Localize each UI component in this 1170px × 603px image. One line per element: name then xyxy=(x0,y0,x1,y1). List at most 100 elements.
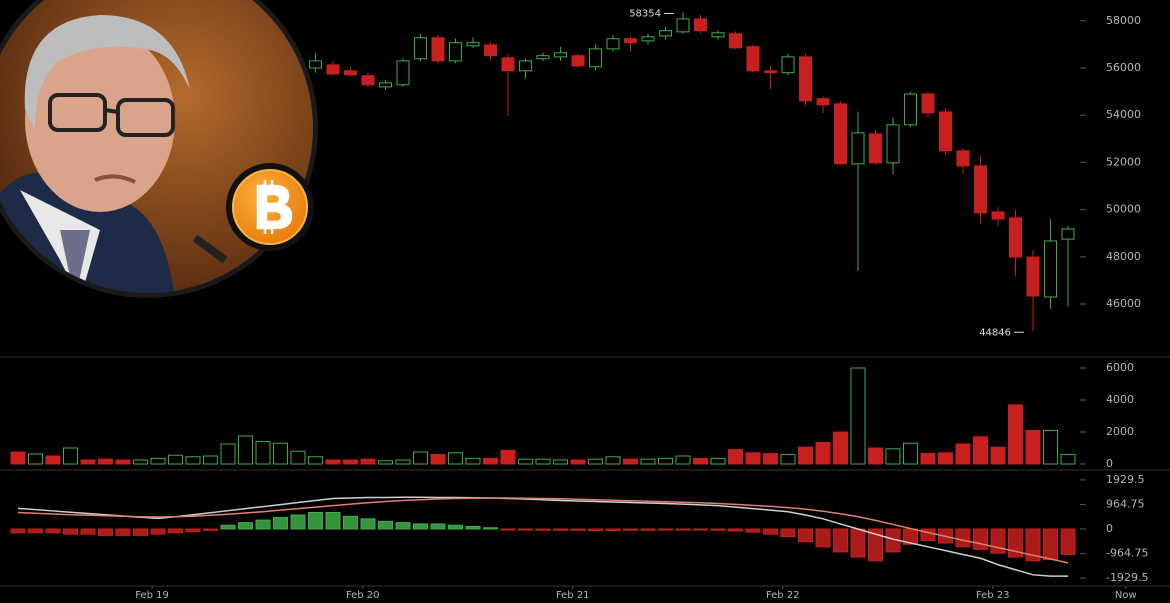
volume-bar xyxy=(710,457,726,465)
macd-histogram-bar xyxy=(868,528,883,562)
macd-histogram-bar xyxy=(290,514,306,530)
macd-histogram-bar xyxy=(80,528,96,535)
macd-histogram-bar xyxy=(675,528,691,531)
macd-histogram-bar xyxy=(745,528,761,533)
candle-body xyxy=(974,165,987,214)
y-tick-label: 1929.5 xyxy=(1106,473,1145,486)
volume-bar xyxy=(605,456,621,465)
volume-bar xyxy=(763,453,778,465)
volume-bar xyxy=(518,458,533,465)
volume-bar xyxy=(80,459,96,465)
candle-body xyxy=(904,93,917,126)
candle-body xyxy=(344,70,357,76)
volume-bar xyxy=(28,453,43,465)
candle-body xyxy=(571,55,585,67)
volume-bar xyxy=(675,455,691,465)
candle-body xyxy=(816,98,830,106)
candle-body xyxy=(1026,256,1040,297)
volume-bar xyxy=(325,459,341,465)
macd-histogram-bar xyxy=(1043,528,1058,561)
macd-line xyxy=(17,497,1069,564)
candle-body xyxy=(851,132,865,165)
macd-histogram-bar xyxy=(710,528,726,531)
mouth xyxy=(94,174,136,184)
macd-histogram-bar xyxy=(763,528,778,535)
candle-body xyxy=(466,42,480,47)
candle-body xyxy=(869,133,882,164)
volume-bar xyxy=(798,446,813,465)
x-tick-label: Feb 19 xyxy=(135,590,169,601)
candle-body xyxy=(781,56,795,74)
volume-bar xyxy=(63,447,78,465)
candle-body xyxy=(554,52,567,58)
macd-histogram-bar xyxy=(570,528,586,531)
macd-histogram-bar xyxy=(343,515,358,530)
y-tick-label: 2000 xyxy=(1106,425,1134,438)
macd-histogram-bar xyxy=(220,524,236,530)
y-tick-label: 48000 xyxy=(1106,250,1141,263)
bitcoin-symbol xyxy=(256,180,293,234)
candle-body xyxy=(361,75,375,86)
volume-bar xyxy=(1025,429,1041,465)
volume-bar xyxy=(220,443,236,465)
hair xyxy=(24,15,190,130)
macd-histogram-bar xyxy=(483,527,498,530)
volume-bar xyxy=(903,442,918,465)
macd-histogram-bar xyxy=(133,528,148,536)
y-tick-label: 46000 xyxy=(1106,297,1141,310)
y-tick-label: 52000 xyxy=(1106,155,1141,168)
macd-histogram-bar xyxy=(465,525,481,530)
volume-bar xyxy=(115,459,131,465)
y-tick-label: 964.75 xyxy=(1106,497,1145,510)
volume-bar xyxy=(343,459,358,465)
volume-bar xyxy=(938,452,953,465)
macd-histogram-bar xyxy=(518,528,533,531)
macd-histogram-bar xyxy=(150,528,166,535)
volume-bar xyxy=(588,458,603,465)
volume-bar xyxy=(10,451,26,465)
volume-bar xyxy=(640,458,656,465)
volume-bar xyxy=(395,459,411,465)
macd-line xyxy=(17,496,1068,577)
macd-histogram-bar xyxy=(98,528,113,536)
volume-bar xyxy=(308,456,323,465)
y-tick-label: 0 xyxy=(1106,522,1113,535)
candle-body xyxy=(501,57,515,72)
macd-histogram-bar xyxy=(63,528,78,535)
macd-histogram-bar xyxy=(238,522,253,530)
macd-histogram-bar xyxy=(973,528,988,550)
volume-bar xyxy=(273,442,288,465)
max-annotation: 58354 xyxy=(629,8,661,19)
y-tick-label: 56000 xyxy=(1106,61,1141,74)
candle-body xyxy=(379,82,392,88)
macd-histogram-bar xyxy=(955,528,971,548)
candle-body xyxy=(799,56,812,102)
volume-bar xyxy=(815,441,831,465)
volume-bar xyxy=(850,367,866,465)
candle-body xyxy=(1061,228,1075,240)
volume-bar xyxy=(45,455,61,465)
candle-body xyxy=(676,18,690,33)
macd-histogram-bar xyxy=(413,523,428,530)
volume-bar xyxy=(623,458,638,465)
candle-body xyxy=(449,42,462,62)
glasses-bridge xyxy=(104,108,119,114)
x-tick-label: Feb 23 xyxy=(976,590,1010,601)
y-tick-label: 54000 xyxy=(1106,108,1141,121)
macd-histogram-bar xyxy=(588,528,603,532)
y-tick-label: 0 xyxy=(1106,457,1113,470)
macd-histogram-bar xyxy=(553,528,568,531)
volume-bar xyxy=(168,454,183,465)
y-tick-label: 6000 xyxy=(1106,361,1134,374)
macd-histogram-bar xyxy=(815,528,831,548)
macd-histogram-bar xyxy=(500,528,516,531)
volume-bar xyxy=(255,441,271,465)
macd-histogram-bar xyxy=(378,520,393,530)
volume-bar xyxy=(833,431,848,465)
volume-bar xyxy=(990,446,1006,465)
y-tick-label: 58000 xyxy=(1106,14,1141,27)
volume-bar xyxy=(133,459,148,465)
candle-body xyxy=(589,48,602,68)
